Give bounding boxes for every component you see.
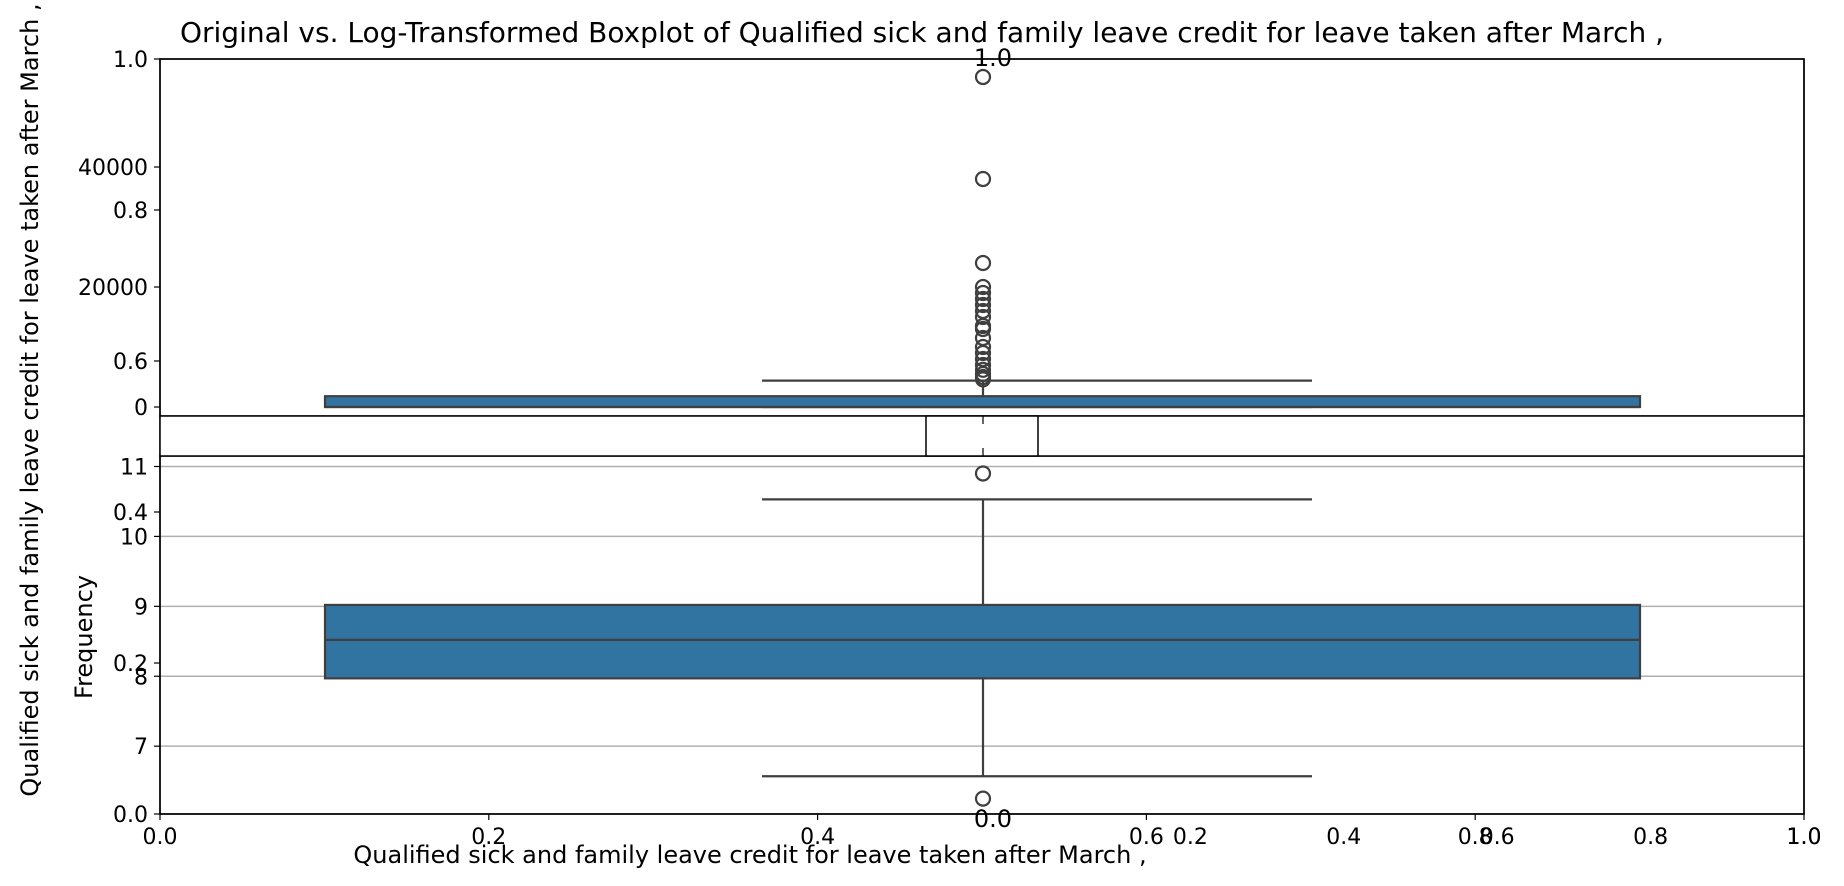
outer-y-tick-label: 0.4 xyxy=(113,501,148,526)
original-box xyxy=(323,395,1642,409)
original-panel-bg xyxy=(160,59,1804,416)
original-outlier-point xyxy=(974,284,992,302)
log-y-tick-label: 9 xyxy=(134,595,148,620)
log-outlier-point xyxy=(974,465,992,482)
original-outlier-point xyxy=(974,278,992,296)
original-outlier-point xyxy=(974,254,992,272)
log-outlier-point xyxy=(974,790,992,807)
original-outlier-point xyxy=(974,356,992,374)
original-outlier-point xyxy=(974,361,992,378)
outer-y-tick-label: 0.8 xyxy=(113,199,148,224)
original-outlier-point xyxy=(974,338,992,356)
log-box xyxy=(323,603,1642,680)
outer-x-tick-label: 0.8 xyxy=(1458,825,1493,850)
figure-title: Original vs. Log-Transformed Boxplot of … xyxy=(180,16,1664,49)
outer-y-tick-label: 0.6 xyxy=(113,350,148,375)
original-outlier-point xyxy=(974,68,992,86)
outer-y-tick-label: 0.2 xyxy=(113,652,148,677)
original-y-tick-label: 0 xyxy=(134,396,148,421)
outer-y-axis-label: Qualified sick and family leave credit f… xyxy=(16,3,44,796)
original-y-tick-label: 40000 xyxy=(78,156,148,181)
inset-x-tick-label: 0.4 xyxy=(1326,825,1361,850)
outer-y-tick-label: 1.0 xyxy=(113,48,148,73)
inset-x-tick-label: 0.8 xyxy=(1633,825,1668,850)
inset-x-tick-label: 0.2 xyxy=(1173,825,1208,850)
original-outlier-point xyxy=(974,170,992,188)
outer-x-tick-label: 0.0 xyxy=(143,825,178,850)
original-outlier-point xyxy=(974,329,992,347)
original-outlier-point xyxy=(974,308,992,326)
inset-x-tick-label: 0.6 xyxy=(1480,825,1515,850)
outer-x-tick-label: 0.4 xyxy=(800,825,835,850)
log-y-tick-label: 7 xyxy=(134,735,148,760)
outer-x-tick-label: 1.0 xyxy=(1787,825,1822,850)
original-outlier-point xyxy=(974,302,992,320)
outer-y-tick-label: 0.0 xyxy=(113,803,148,828)
inner-y-axis-label: Frequency xyxy=(70,575,98,699)
log-y-tick-label: 11 xyxy=(120,455,148,480)
log-y-tick-label: 10 xyxy=(120,525,148,550)
inset-bottom-tick-label: 0.0 xyxy=(974,805,1012,833)
log-y-tick-label: 8 xyxy=(134,665,148,690)
original-outlier-point xyxy=(974,296,992,314)
original-outlier-point xyxy=(974,290,992,308)
outer-x-tick-label: 0.6 xyxy=(1129,825,1164,850)
inset-top-tick-label: 1.0 xyxy=(974,44,1012,72)
outer-x-axis-label: Qualified sick and family leave credit f… xyxy=(353,841,1146,869)
outer-x-tick-label: 0.2 xyxy=(471,825,506,850)
inset-x-tick-label: 1.0 xyxy=(1787,825,1822,850)
original-outlier-point xyxy=(974,350,992,368)
inset-small-box xyxy=(925,415,1039,457)
original-y-tick-label: 20000 xyxy=(78,276,148,301)
